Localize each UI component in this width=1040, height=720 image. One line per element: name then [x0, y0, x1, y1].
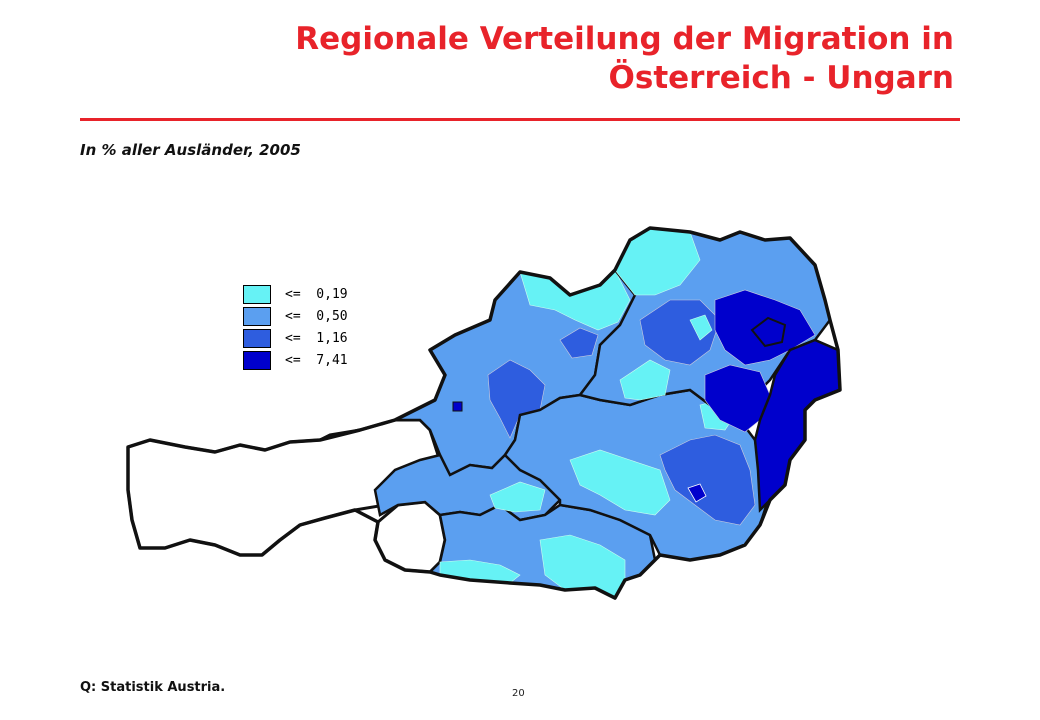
slide-title: Regionale Verteilung der Migration in Ös…	[295, 21, 954, 96]
legend-label: <= 0,50	[285, 308, 348, 324]
region-small-dark-west	[452, 401, 463, 412]
source-note: Q: Statistik Austria.	[80, 680, 226, 695]
region-linz-dark	[559, 327, 599, 359]
title-rule	[80, 118, 960, 121]
legend-swatch	[243, 284, 271, 304]
legend-item: <= 0,50	[243, 305, 348, 327]
legend-label: <= 1,16	[285, 330, 348, 346]
legend-item: <= 7,41	[243, 349, 348, 371]
map-legend: <= 0,19 <= 0,50 <= 1,16 <= 7,41	[243, 283, 348, 371]
legend-label: <= 7,41	[285, 352, 348, 368]
legend-label: <= 0,19	[285, 286, 348, 302]
region-lower-austria-dark-mid	[639, 299, 721, 366]
region-lower-austria-cyan-north	[689, 314, 713, 341]
legend-swatch	[243, 328, 271, 348]
legend-item: <= 1,16	[243, 327, 348, 349]
region-graz	[687, 483, 707, 503]
region-lower-austria-cyan-south	[619, 359, 671, 401]
legend-swatch	[243, 350, 271, 370]
region-styria-cyan	[569, 449, 671, 516]
map-subtitle: In % aller Ausländer, 2005	[80, 141, 301, 159]
austria-outer-border	[126, 226, 842, 600]
region-salzburg-south-cyan	[489, 481, 546, 513]
region-vienna	[750, 316, 787, 348]
legend-item: <= 0,19	[243, 283, 348, 305]
legend-swatch	[243, 306, 271, 326]
region-styria-dark	[659, 434, 756, 526]
page-number: 20	[512, 688, 525, 699]
